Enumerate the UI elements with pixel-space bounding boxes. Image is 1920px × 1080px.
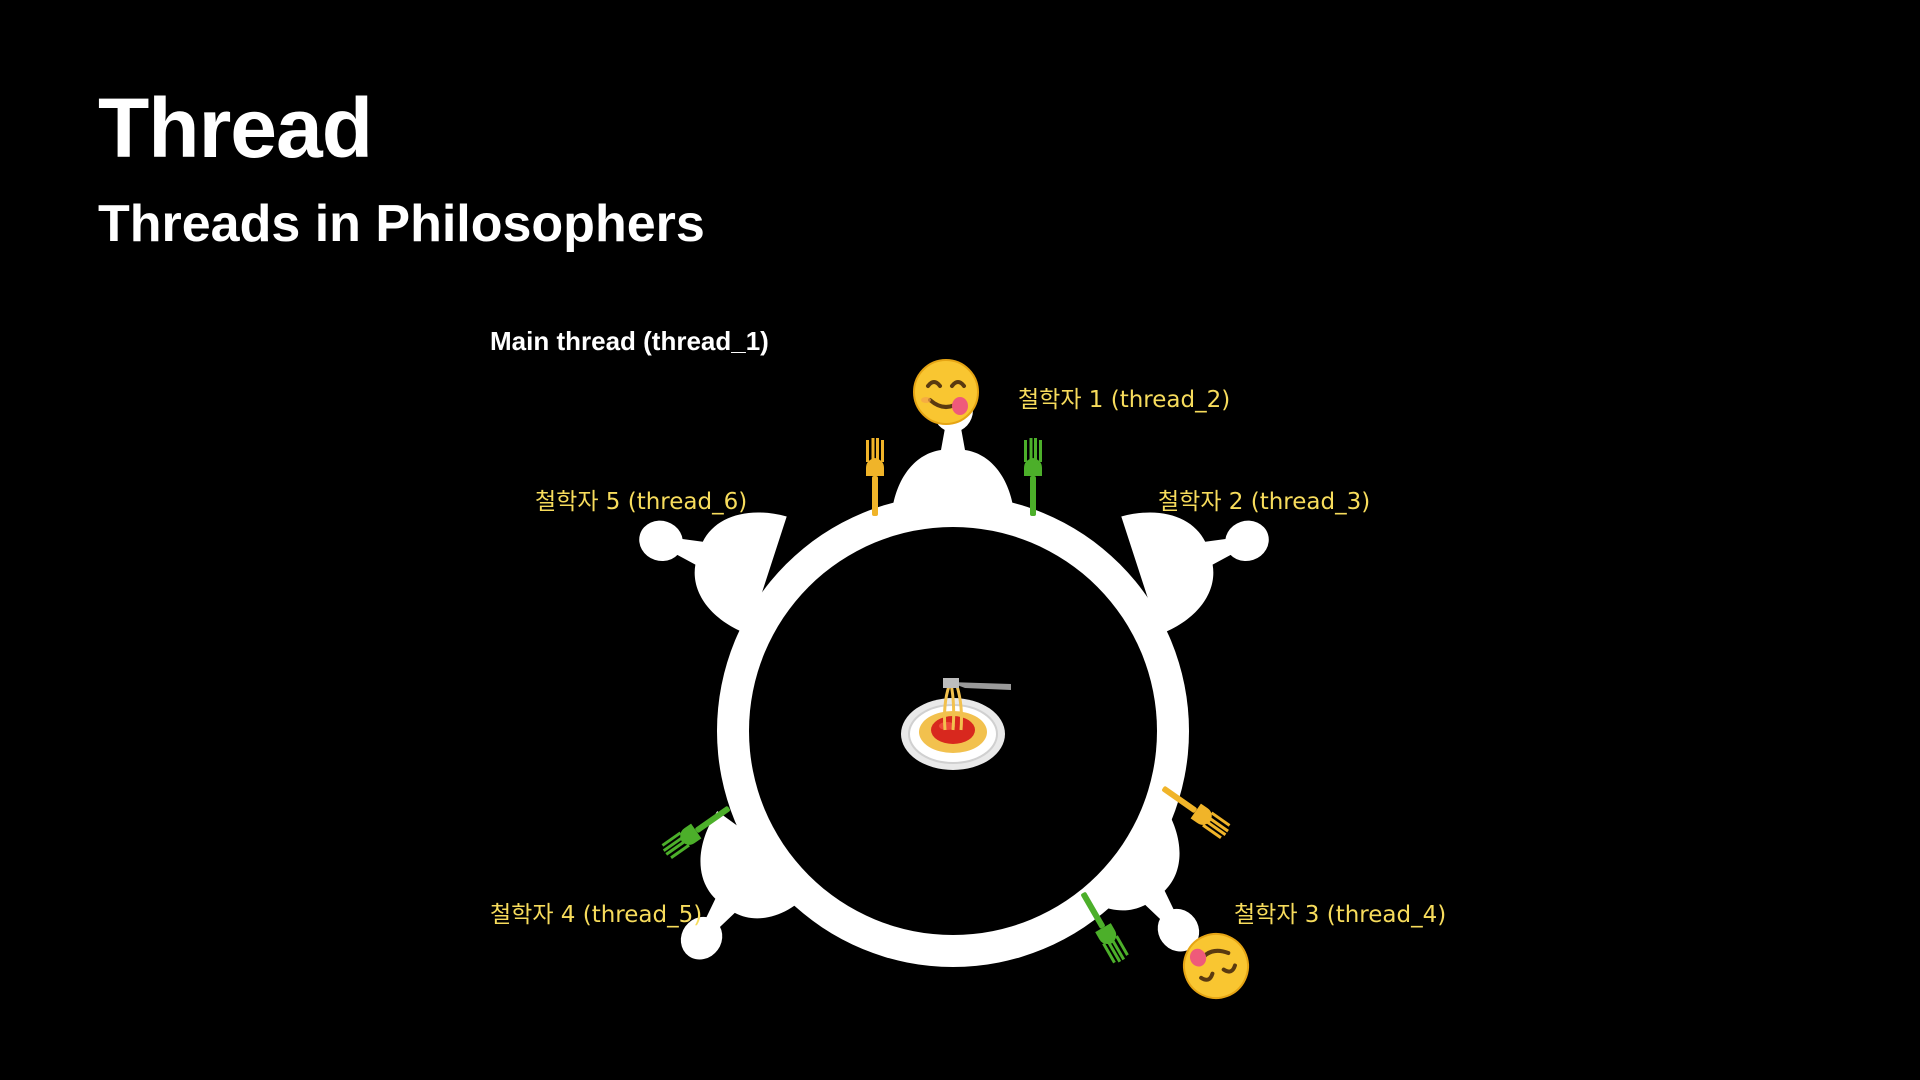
- spaghetti-icon: [901, 678, 1011, 770]
- philosopher-4-label: 철학자 4 (thread_5): [490, 902, 703, 928]
- main-thread-label: Main thread (thread_1): [490, 326, 769, 356]
- fork-1: [866, 438, 884, 516]
- philosopher-2-label: 철학자 2 (thread_3): [1158, 489, 1371, 515]
- slide-subtitle: Threads in Philosophers: [98, 195, 705, 253]
- philosopher-1-label: 철학자 1 (thread_2): [1018, 387, 1231, 413]
- philosopher-1-yum-face-icon: [913, 359, 979, 425]
- fork-2: [1024, 438, 1042, 516]
- slide-title: Thread: [98, 81, 373, 175]
- philosopher-5-label: 철학자 5 (thread_6): [535, 489, 748, 515]
- philosopher-3-label: 철학자 3 (thread_4): [1234, 902, 1447, 928]
- philosopher-3-yum-face-icon: [1183, 933, 1249, 999]
